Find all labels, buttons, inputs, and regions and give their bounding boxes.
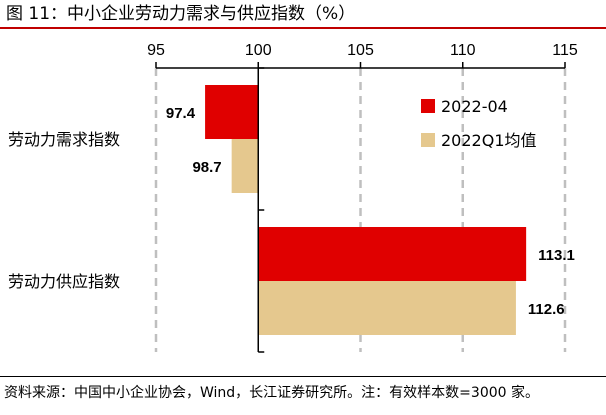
legend: 2022-04 2022Q1均值 <box>421 97 537 150</box>
bars <box>205 85 527 335</box>
title-rule <box>0 27 606 29</box>
x-tick-label-95: 95 <box>147 42 165 59</box>
data-label-1-1: 97.4 <box>166 105 196 122</box>
data-label-2-1: 98.7 <box>192 159 221 176</box>
x-tick-label-110: 110 <box>450 42 476 59</box>
grid-lines <box>154 68 567 352</box>
bar-2-2 <box>258 281 516 335</box>
category-label-2: 劳动力供应指数 <box>8 272 120 291</box>
legend-swatch-2 <box>421 133 435 147</box>
legend-label-2: 2022Q1均值 <box>441 131 537 150</box>
data-label-1-2: 113.1 <box>538 247 575 264</box>
bar-2-1 <box>231 139 259 193</box>
category-label-1: 劳动力需求指数 <box>8 130 120 149</box>
axes <box>155 62 566 353</box>
data-label-2-2: 112.6 <box>528 301 565 318</box>
data-labels: 97.4 98.7 113.1 112.6 <box>166 105 575 318</box>
bar-1-1 <box>205 85 259 139</box>
x-tick-label-100: 100 <box>245 42 272 59</box>
source-note: 资料来源：中国中小企业协会，Wind，长江证券研究所。注：有效样本数=3000 … <box>4 385 539 401</box>
bar-1-2 <box>258 227 527 281</box>
tick-labels: 95 100 105 110 115 <box>147 42 578 59</box>
x-tick-label-115: 115 <box>552 42 578 59</box>
legend-label-1: 2022-04 <box>441 97 508 116</box>
chart-title: 图 11：中小企业劳动力需求与供应指数（%） <box>6 4 356 24</box>
x-tick-label-105: 105 <box>347 42 374 59</box>
footer-rule <box>0 376 606 377</box>
legend-swatch-1 <box>421 99 435 113</box>
